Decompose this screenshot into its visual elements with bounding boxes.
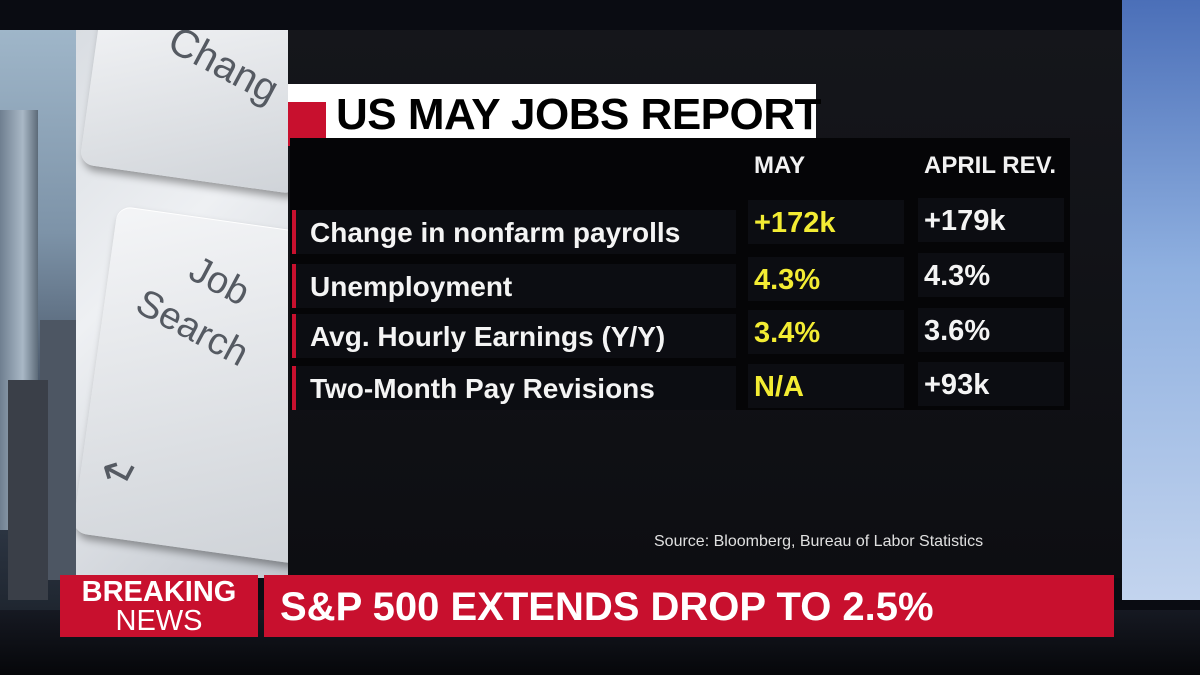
table-cell-april: 3.6% <box>918 308 1064 352</box>
studio-background-right <box>1122 0 1200 600</box>
table-cell-april: +179k <box>918 198 1064 242</box>
change-key-label: Chang <box>161 30 286 113</box>
table-cell-may: 3.4% <box>748 310 904 354</box>
may-value: N/A <box>754 371 804 403</box>
keyboard-photo: Chang Job Search ↵ <box>76 30 288 578</box>
may-value: 4.3% <box>754 264 821 296</box>
change-key: Chang <box>79 30 288 195</box>
april-value: 4.3% <box>924 260 991 292</box>
april-value: 3.6% <box>924 315 991 347</box>
table-cell-april: 4.3% <box>918 253 1064 297</box>
headline-bar: S&P 500 EXTENDS DROP TO 2.5% <box>264 575 1114 637</box>
table-row-label: Two-Month Pay Revisions <box>310 373 655 404</box>
table-row-label-cell: Change in nonfarm payrolls <box>292 210 736 254</box>
breaking-label: BREAKING <box>81 576 237 608</box>
table-cell-may: +172k <box>748 200 904 244</box>
building <box>8 380 48 600</box>
table-row-label: Unemployment <box>310 271 513 302</box>
may-value: 3.4% <box>754 317 821 349</box>
title-bar <box>288 84 816 146</box>
report-title: US MAY JOBS REPORT <box>336 90 821 139</box>
april-value: +93k <box>924 369 990 401</box>
table-row-label: Change in nonfarm payrolls <box>310 217 681 248</box>
table-row-label: Avg. Hourly Earnings (Y/Y) <box>310 321 666 352</box>
table-cell-may: 4.3% <box>748 257 904 301</box>
news-label: NEWS <box>115 605 203 637</box>
breaking-news-badge: BREAKING NEWS <box>60 575 258 637</box>
april-value: +179k <box>924 205 1006 237</box>
table-row-label-cell: Avg. Hourly Earnings (Y/Y) <box>292 314 736 358</box>
table-cell-may: N/A <box>748 364 904 408</box>
table-row-label-cell: Two-Month Pay Revisions <box>292 366 736 410</box>
table-cell-april: +93k <box>918 362 1064 406</box>
table-row-label-cell: Unemployment <box>292 264 736 308</box>
headline-text: S&P 500 EXTENDS DROP TO 2.5% <box>280 585 934 629</box>
job-search-key: Job Search ↵ <box>76 205 288 565</box>
enter-arrow-icon: ↵ <box>91 443 147 505</box>
column-header-april: APRIL REV. <box>924 152 1057 179</box>
may-value: +172k <box>754 207 836 239</box>
column-header-may: MAY <box>754 152 806 179</box>
source-note: Source: Bloomberg, Bureau of Labor Stati… <box>654 533 984 550</box>
